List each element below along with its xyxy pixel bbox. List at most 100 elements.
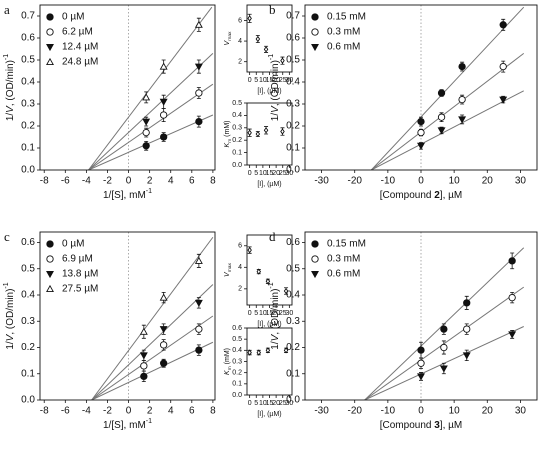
- x-axis-label: [Compound 2], µM: [380, 190, 462, 201]
- x-tick-label: -2: [103, 176, 112, 187]
- legend-label: 24.8 µM: [62, 57, 98, 68]
- label-part: 1/: [5, 341, 16, 350]
- y-tick-label: 0.3: [232, 125, 242, 132]
- marker: [283, 287, 289, 295]
- legend-marker: [311, 28, 319, 36]
- x-axis-label: [I], (µM): [257, 411, 281, 418]
- marker: [508, 293, 516, 302]
- plot-area: [370, 5, 525, 170]
- x-axis-label: [Compound 3], µM: [380, 420, 462, 431]
- x-tick-label: -10: [381, 406, 396, 417]
- y-axis-label: Km (mM): [224, 120, 233, 147]
- marker: [263, 127, 269, 134]
- marker: [499, 96, 508, 104]
- marker: [142, 118, 151, 126]
- marker: [462, 352, 471, 360]
- panel-label: d: [269, 229, 276, 244]
- marker: [160, 359, 168, 367]
- legend-marker: [311, 43, 319, 52]
- y-tick-label: 4: [238, 264, 242, 271]
- marker: [265, 347, 271, 354]
- legend-label: 0.15 mM: [327, 239, 366, 250]
- y-tick-label: 0.6: [21, 33, 35, 44]
- y-tick-label: 0.7: [21, 11, 35, 22]
- x-tick-label: 20: [272, 170, 280, 177]
- x-tick-label: 30: [285, 170, 293, 177]
- x-tick-label: -8: [40, 176, 49, 187]
- y-tick-label: 0.1: [21, 368, 35, 379]
- label-part: V: [270, 333, 281, 341]
- label-part: ], µM: [440, 190, 462, 201]
- legend-marker: [311, 255, 319, 263]
- legend-marker: [46, 270, 54, 279]
- fit-line: [88, 6, 213, 170]
- marker: [194, 20, 203, 28]
- marker: [283, 347, 289, 354]
- y-tick-label: 0.3: [21, 316, 35, 327]
- legend-marker: [311, 240, 319, 248]
- y-axis-label: Vmax: [224, 262, 233, 276]
- x-tick-label: 25: [279, 170, 287, 177]
- marker: [160, 341, 168, 349]
- marker: [508, 257, 516, 265]
- x-tick-label: 15: [266, 310, 274, 317]
- y-axis-label: 1/V, (OD/min)-1: [268, 282, 280, 349]
- x-tick-label: -20: [347, 176, 362, 187]
- legend-marker: [46, 284, 54, 293]
- x-tick-label: 25: [279, 310, 287, 317]
- y-tick-label: 0.7: [286, 11, 300, 22]
- legend-label: 0.15 mM: [327, 12, 366, 23]
- label-part: V: [5, 105, 16, 113]
- x-tick-label: 8: [210, 176, 216, 187]
- x-tick-label: 15: [266, 170, 274, 177]
- label-part: -1: [146, 418, 152, 425]
- x-axis-label: [I], (µM): [257, 321, 281, 328]
- fit-line: [91, 341, 214, 400]
- marker: [255, 130, 261, 138]
- frame: [246, 327, 293, 396]
- frame: [304, 231, 538, 401]
- x-axis-label: [I], (µM): [257, 88, 281, 95]
- x-tick-label: 0: [248, 170, 252, 177]
- label-part: (mM): [224, 120, 231, 138]
- label-part: -1: [3, 54, 10, 60]
- legend-marker: [46, 13, 54, 21]
- y-tick-label: 0.1: [232, 149, 242, 156]
- y-tick-label: 0.6: [286, 237, 300, 248]
- panel-label: b: [269, 2, 276, 17]
- marker: [159, 293, 168, 301]
- x-tick-label: 20: [272, 77, 280, 84]
- x-tick-label: -6: [61, 176, 70, 187]
- legend-marker: [46, 28, 54, 36]
- y-tick-label: 0.5: [21, 55, 35, 66]
- fit-line: [88, 53, 214, 170]
- legend-label: 13.8 µM: [62, 269, 98, 280]
- label-part: m: [228, 139, 233, 143]
- y-tick-label: 0.2: [21, 121, 35, 132]
- x-tick-label: -4: [82, 406, 91, 417]
- label-part: V: [5, 333, 16, 341]
- fit-line: [91, 236, 214, 400]
- label-part: [Compound: [380, 190, 434, 201]
- legend-label: 0.6 mM: [327, 269, 360, 280]
- marker: [499, 21, 507, 29]
- marker: [247, 15, 252, 22]
- marker: [417, 373, 425, 381]
- y-tick-label: 0.0: [21, 165, 35, 176]
- x-tick-label: 10: [449, 406, 461, 417]
- fit-line: [370, 53, 525, 170]
- y-tick-label: 0.4: [286, 290, 300, 301]
- x-tick-label: -6: [61, 406, 70, 417]
- frame: [39, 231, 216, 401]
- frame: [246, 234, 293, 306]
- label-part: [I], (µM): [257, 88, 281, 95]
- x-tick-label: 20: [272, 310, 280, 317]
- x-tick-label: -4: [82, 176, 91, 187]
- marker: [142, 93, 151, 101]
- marker: [508, 331, 517, 339]
- label-part: (mM): [224, 348, 231, 366]
- y-tick-label: 0.4: [21, 77, 35, 88]
- label-part: 1/[S], mM: [103, 190, 146, 201]
- x-axis-label: 1/[S], mM-1: [103, 418, 152, 430]
- marker: [160, 133, 168, 141]
